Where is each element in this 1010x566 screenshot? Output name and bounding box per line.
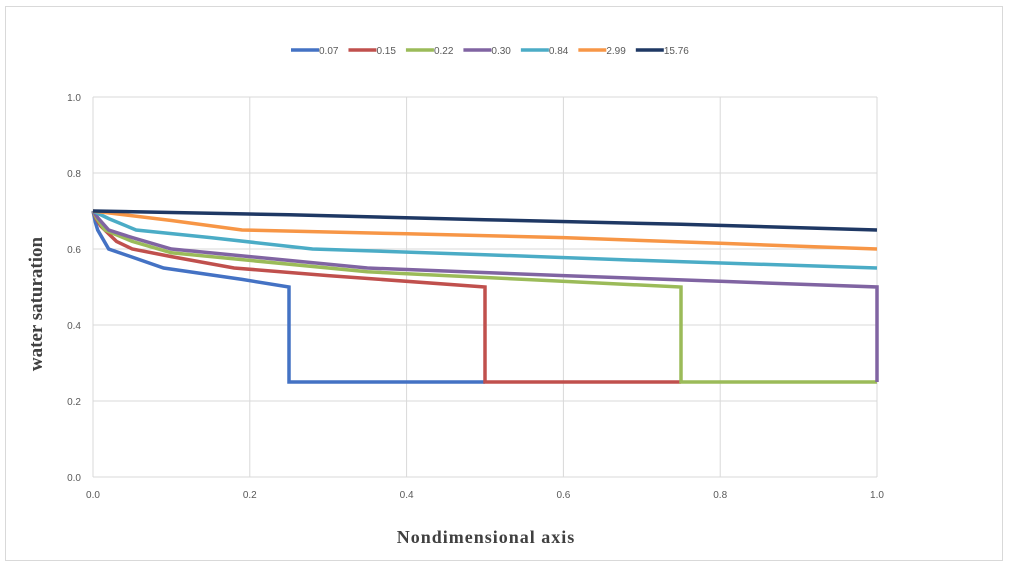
series-line-3 (91, 209, 879, 382)
tick-labels: 0.0 0.2 0.4 0.6 0.8 1.0 0.0 0.2 0.4 0.6 0.8 1.0 (67, 93, 884, 501)
legend-label-5: 2.99 (606, 46, 626, 57)
y-tick-label: 1.0 (67, 93, 81, 104)
chart-frame (5, 6, 1003, 561)
legend-label-2: 0.22 (434, 46, 454, 57)
series-line-0 (91, 210, 485, 384)
legend-label-3: 0.30 (491, 46, 511, 57)
x-tick-label: 0.4 (400, 490, 414, 501)
legend: 0.07 0.15 0.22 0.30 0.84 2.99 15.76 (291, 46, 689, 57)
series-line-5 (92, 209, 878, 251)
x-tick-label: 0.0 (86, 490, 100, 501)
y-tick-label: 0.6 (67, 245, 81, 256)
x-tick-label: 0.8 (713, 490, 727, 501)
series-line-2 (91, 210, 877, 384)
series-line-1 (91, 210, 681, 384)
series-lines (91, 209, 879, 384)
legend-label-1: 0.15 (376, 46, 396, 57)
x-tick-label: 1.0 (870, 490, 884, 501)
x-tick-label: 0.2 (243, 490, 257, 501)
y-tick-label: 0.4 (67, 321, 81, 332)
y-axis-title: water saturation (26, 236, 47, 371)
y-tick-label: 0.8 (67, 169, 81, 180)
series-line-6 (92, 209, 878, 232)
y-tick-label: 0.2 (67, 397, 81, 408)
legend-label-4: 0.84 (549, 46, 569, 57)
series-line-4 (92, 209, 878, 270)
x-axis-title: Nondimensional axis (397, 527, 576, 547)
y-tick-label: 0.0 (67, 473, 81, 484)
legend-label-0: 0.07 (319, 46, 339, 57)
legend-label-6: 15.76 (664, 46, 689, 57)
x-tick-label: 0.6 (556, 490, 570, 501)
